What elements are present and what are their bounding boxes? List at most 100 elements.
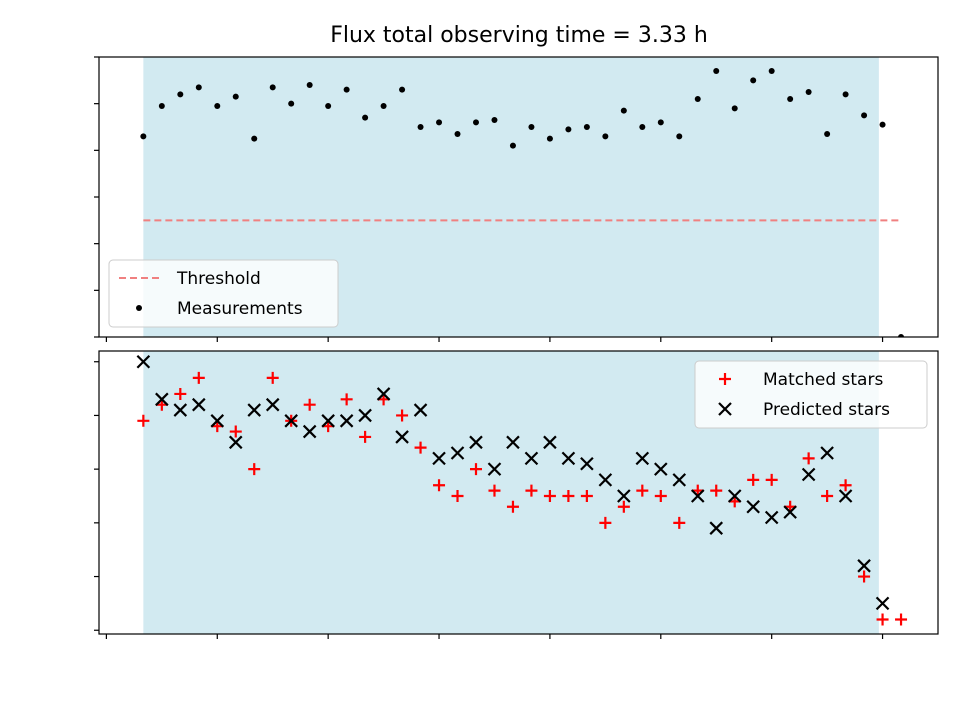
measurements-point [343, 86, 350, 93]
predicted-stars-point [284, 414, 298, 428]
matched-stars-point [451, 489, 464, 502]
measurements-point [546, 135, 553, 142]
measurements-point [195, 84, 202, 91]
matched-stars-point [229, 425, 242, 438]
matched-stars-point [821, 489, 834, 502]
predicted-stars-point [875, 596, 890, 611]
predicted-stars-point [543, 435, 557, 450]
matched-stars-point [617, 500, 630, 513]
matched-stars-point [562, 489, 575, 502]
plot-area [140, 68, 905, 337]
legend-matched-swatch [719, 373, 731, 385]
matched-stars-point [710, 484, 723, 497]
measurements-point [879, 121, 886, 128]
measurements-point [288, 100, 295, 107]
legend-box [108, 259, 339, 328]
measurements-point [417, 124, 424, 130]
legend-box [694, 360, 928, 429]
matched-stars-point [673, 516, 686, 529]
measurements-point [565, 126, 572, 133]
matched-stars-point [359, 430, 372, 443]
measurements-point [657, 119, 664, 126]
matched-stars-point [192, 371, 205, 384]
matched-stars-point [543, 489, 556, 502]
measurements-point [787, 96, 794, 102]
legend-label: Predicted stars [763, 400, 890, 420]
measurements-point [805, 89, 812, 95]
matched-stars-point [137, 414, 150, 427]
measurements-point [158, 103, 165, 109]
predicted-stars-point [395, 430, 409, 444]
measurements-point [898, 334, 905, 337]
measurements-point [325, 103, 332, 109]
measurements-point [602, 133, 609, 140]
predicted-stars-point [524, 451, 539, 466]
measurements-point [620, 107, 627, 114]
measurements-point [528, 124, 535, 130]
predicted-stars-point [413, 403, 428, 417]
measurements-point [824, 131, 831, 137]
matched-stars-point [654, 489, 667, 502]
predicted-stars-point [838, 489, 853, 503]
matched-stars-point [174, 387, 187, 400]
legend-predicted-swatch [718, 402, 732, 416]
matched-stars-point [488, 484, 501, 497]
measurements-point [214, 103, 221, 109]
matched-stars-point [469, 463, 482, 476]
predicted-stars-point [654, 462, 668, 476]
axes-frame [98, 350, 939, 635]
predicted-stars-point [690, 489, 705, 503]
predicted-stars-point [136, 354, 151, 369]
measurements-point [177, 91, 184, 98]
matched-stars-point [396, 409, 409, 422]
predicted-stars-point [783, 505, 797, 519]
matched-stars-point [876, 613, 889, 626]
predicted-stars-point [580, 456, 594, 471]
predicted-stars-point [155, 392, 169, 407]
measurements-point [380, 103, 387, 109]
measurements-point [750, 77, 757, 84]
predicted-stars-point [672, 473, 687, 487]
matched-stars-point [839, 479, 852, 492]
measurements-point [842, 91, 849, 98]
measurements-point [436, 119, 443, 126]
matched-stars-point [858, 570, 871, 583]
measurements-point [251, 135, 258, 142]
matched-stars-point [303, 398, 316, 411]
matched-stars-point [895, 613, 908, 626]
measurements-point [472, 119, 479, 126]
legend-measurement-swatch [136, 305, 142, 311]
measurements-point [694, 96, 701, 102]
predicted-stars-point [339, 414, 354, 428]
legend-label: Threshold [176, 269, 261, 289]
measurements-point [713, 68, 720, 74]
legend-label: Matched stars [763, 370, 883, 390]
matched-stars-point [636, 484, 649, 497]
matched-stars-point [506, 500, 519, 513]
measurements-point [454, 131, 461, 137]
predicted-stars-point [635, 451, 650, 466]
predicted-stars-point [820, 446, 834, 460]
predicted-stars-point [376, 387, 391, 401]
measurements-point [768, 68, 775, 74]
predicted-stars-point [764, 510, 779, 525]
predicted-stars-point [561, 451, 576, 466]
measurements-point [676, 133, 683, 140]
measurements-point [861, 112, 868, 119]
measurements-point [639, 124, 646, 130]
legend-label: Measurements [177, 299, 303, 319]
bottom-panel: Matched stars Predicted stars [94, 350, 939, 639]
matched-stars-point [433, 479, 446, 492]
measurements-point [362, 114, 369, 121]
matched-stars-point [248, 463, 261, 476]
matched-stars-point [525, 484, 538, 497]
predicted-stars-point [857, 559, 871, 573]
predicted-stars-point [450, 446, 465, 460]
measurements-point [509, 142, 516, 149]
predicted-stars-point [727, 489, 742, 503]
matched-stars-point [340, 393, 353, 406]
predicted-stars-point [432, 451, 446, 466]
top-panel: Threshold Measurements [94, 56, 939, 342]
predicted-stars-point [228, 435, 243, 450]
measurements-point [399, 86, 406, 93]
